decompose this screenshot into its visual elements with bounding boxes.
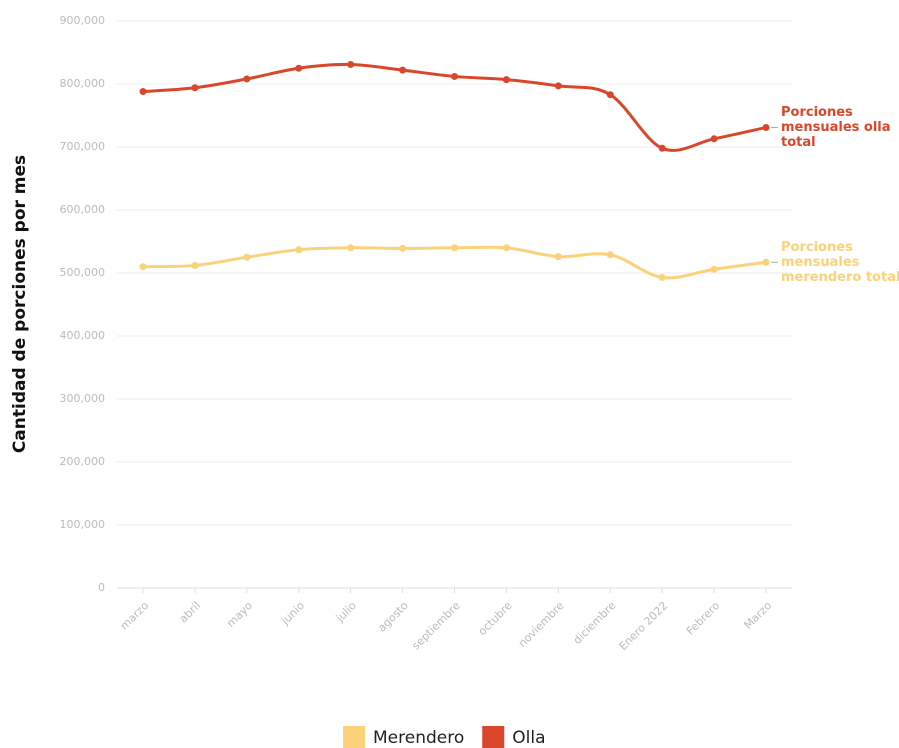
y-tick-label: 300,000	[60, 392, 106, 405]
point	[139, 263, 147, 271]
x-tick-label: Febrero	[684, 599, 723, 638]
x-tick-label: mayo	[224, 599, 255, 630]
y-tick-label: 900,000	[60, 14, 106, 27]
point	[710, 135, 718, 143]
x-tick-label: julio	[333, 599, 359, 625]
point	[658, 144, 666, 152]
x-tick-label: abril	[177, 599, 203, 625]
legend-swatch	[343, 726, 365, 748]
point	[295, 64, 303, 72]
x-tick-label: junio	[278, 599, 307, 628]
annotation: mensuales olla	[781, 120, 891, 135]
point	[139, 88, 147, 96]
point	[502, 244, 510, 252]
point	[762, 258, 770, 266]
legend-swatch	[482, 726, 505, 748]
x-tick-label: noviembre	[516, 599, 567, 650]
annotation: merendero total	[781, 270, 899, 285]
point	[399, 66, 407, 74]
point	[191, 84, 199, 92]
y-tick-label: 400,000	[60, 329, 106, 342]
y-tick-label: 500,000	[60, 266, 106, 279]
legend-label: Merendero	[373, 728, 464, 748]
point	[451, 244, 458, 252]
legend-label: Olla	[512, 728, 545, 748]
point	[606, 91, 614, 99]
point	[606, 251, 614, 259]
point	[347, 244, 355, 252]
x-tick-label: agosto	[375, 599, 411, 635]
point	[399, 244, 407, 252]
point	[502, 76, 510, 84]
annotation: Porciones	[781, 240, 853, 255]
point	[347, 60, 355, 68]
y-tick-label: 600,000	[60, 203, 106, 216]
y-tick-label: 200,000	[60, 455, 106, 468]
point	[295, 246, 303, 254]
x-tick-label: Marzo	[742, 599, 775, 632]
point	[554, 253, 562, 261]
point	[658, 273, 666, 281]
point	[243, 253, 251, 261]
x-tick-label: marzo	[118, 599, 152, 633]
x-tick-label: diciembre	[571, 599, 619, 647]
point	[243, 75, 251, 83]
x-tick-label: septiembre	[409, 599, 462, 652]
point	[762, 123, 770, 131]
annotation: Porciones	[781, 105, 853, 120]
point	[191, 261, 199, 269]
y-axis-label: Cantidad de porciones por mes	[10, 155, 30, 453]
point	[710, 265, 718, 273]
x-tick-label: Enero 2022	[617, 599, 671, 653]
y-tick-label: 100,000	[60, 518, 106, 531]
point	[554, 82, 562, 90]
annotation: total	[781, 135, 816, 150]
y-tick-label: 0	[98, 581, 105, 594]
annotation: mensuales	[781, 255, 860, 270]
point	[451, 72, 458, 80]
y-tick-label: 700,000	[60, 140, 106, 153]
x-tick-label: octubre	[476, 599, 515, 638]
y-tick-label: 800,000	[60, 77, 106, 90]
